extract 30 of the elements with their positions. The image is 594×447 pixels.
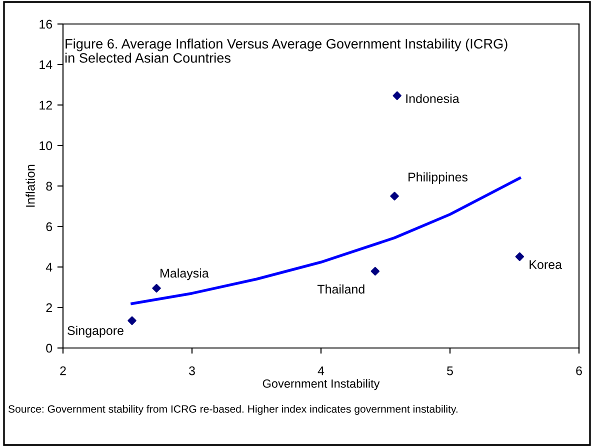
annotation: Korea xyxy=(530,260,562,270)
y-axis-title: Inflation xyxy=(26,164,35,207)
point xyxy=(152,284,161,293)
annotation: Philippines xyxy=(408,172,468,184)
y-tick-label: 12 xyxy=(40,100,52,110)
point xyxy=(128,316,136,326)
x-tick-label: 4 xyxy=(318,366,324,376)
y-tick-label: 0 xyxy=(46,344,52,353)
y-tick-label: 16 xyxy=(40,20,52,29)
annotation: Thailand xyxy=(317,284,364,294)
point xyxy=(392,91,402,100)
point xyxy=(515,252,524,262)
annotation: Malaysia xyxy=(160,268,209,280)
x-tick-label: 5 xyxy=(447,366,453,376)
source-note: Source: Government stability from ICRG re-based. Higher index indicates government instability. xyxy=(8,405,458,415)
x-tick-label: 6 xyxy=(576,366,582,376)
text: Figure 6. Average Inflation Versus Average Government Instability (ICRG) in Selected Asian Countries xyxy=(65,38,508,63)
y-tick-label: 6 xyxy=(46,222,52,232)
point xyxy=(370,266,380,276)
x-tick-label: 2 xyxy=(60,366,66,376)
y-tick-label: 14 xyxy=(40,60,52,70)
annotation: Singapore xyxy=(68,326,124,338)
y-tick-label: 4 xyxy=(46,262,52,272)
x-axis-title: Government Instability xyxy=(262,379,380,390)
point xyxy=(390,192,399,200)
y-tick-label: 10 xyxy=(40,141,52,150)
x-tick-label: 3 xyxy=(189,366,195,376)
y-tick-label: 8 xyxy=(46,182,52,191)
annotation: Indonesia xyxy=(406,94,460,104)
y-tick-label: 2 xyxy=(46,303,52,312)
